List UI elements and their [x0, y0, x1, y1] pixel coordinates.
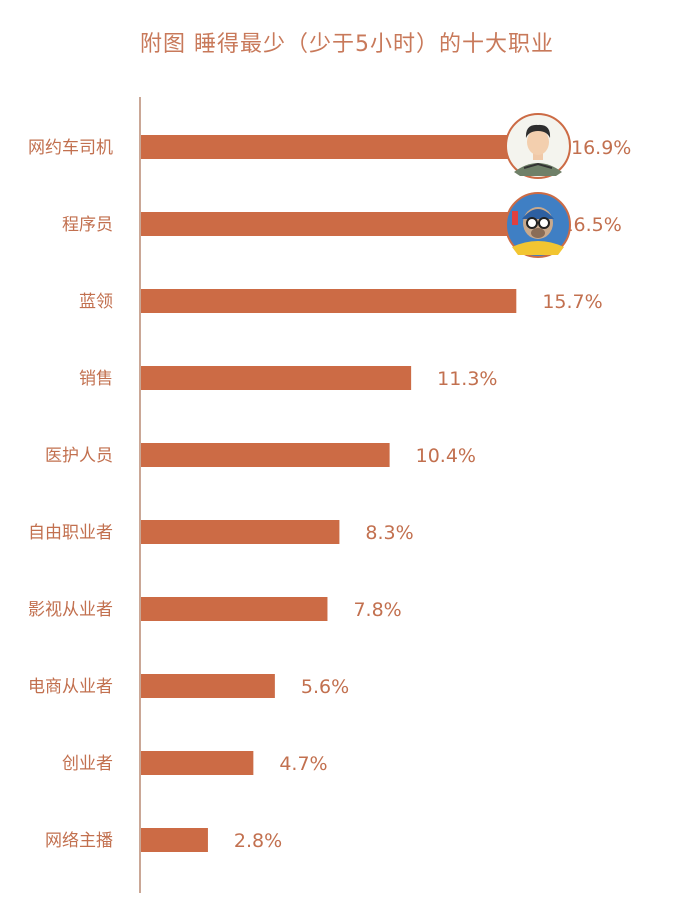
bar [141, 597, 328, 621]
bar [141, 828, 208, 852]
category-label: 网约车司机 [28, 138, 113, 158]
driver-avatar-icon [505, 113, 571, 179]
category-label: 程序员 [62, 215, 113, 235]
bar [141, 520, 340, 544]
value-label: 2.8% [234, 830, 282, 852]
value-label: 4.7% [279, 753, 327, 775]
programmer-avatar-icon [505, 192, 571, 258]
category-label: 医护人员 [45, 446, 113, 466]
category-label: 电商从业者 [28, 677, 113, 697]
category-label: 自由职业者 [28, 523, 113, 543]
bar [141, 212, 536, 236]
category-label: 创业者 [62, 754, 113, 774]
bar [141, 443, 390, 467]
value-label: 10.4% [416, 445, 476, 467]
category-label: 影视从业者 [28, 600, 113, 620]
value-label: 16.5% [561, 214, 621, 236]
bar [141, 674, 275, 698]
value-label: 15.7% [542, 291, 602, 313]
value-label: 11.3% [437, 368, 497, 390]
value-label: 5.6% [301, 676, 349, 698]
category-label: 蓝领 [79, 292, 113, 312]
bar [141, 751, 254, 775]
value-label: 8.3% [365, 522, 413, 544]
bar [141, 135, 545, 159]
value-label: 16.9% [571, 137, 631, 159]
value-label: 7.8% [353, 599, 401, 621]
bar [141, 289, 517, 313]
category-label: 销售 [79, 369, 113, 389]
bar [141, 366, 412, 390]
category-label: 网络主播 [45, 831, 113, 851]
chart-title: 附图 睡得最少（少于5小时）的十大职业 [140, 32, 554, 57]
